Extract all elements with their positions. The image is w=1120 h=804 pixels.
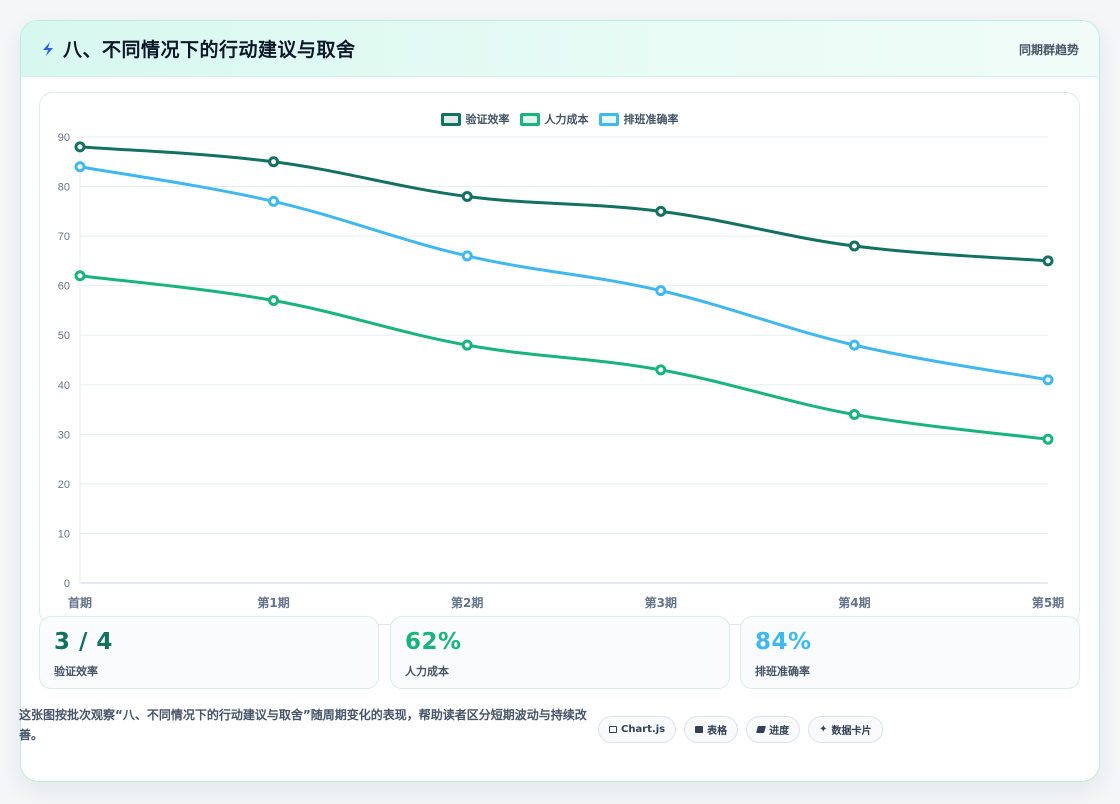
data-point-2: [1042, 374, 1054, 386]
data-point-2: [848, 339, 860, 351]
data-point-2: [461, 250, 473, 262]
data-point-1: [848, 409, 860, 421]
y-tick-label: 90: [58, 132, 70, 144]
data-point-1: [1042, 433, 1054, 445]
kpi-card-labor-cost: 62% 人力成本: [390, 616, 730, 689]
kpi-value: 84%: [755, 629, 812, 655]
y-tick-label: 60: [58, 281, 70, 293]
chart-panel: 验证效率 人力成本 排班准确率 0 10 20 30 40 50 60 70 80 90 首期 第1期…: [39, 92, 1080, 625]
data-point-2: [268, 195, 280, 207]
chip-data-cards[interactable]: ✦ 数据卡片: [808, 716, 883, 743]
line-chart: 0 10 20 30 40 50 60 70 80 90 首期 第1期 第2期 第3期 第4期 第5期: [58, 132, 1064, 610]
legend-swatch: [440, 112, 461, 126]
y-tick-label: 40: [58, 380, 70, 392]
kpi-value: 62%: [405, 629, 462, 655]
page-title: 八、不同情况下的行动建议与取舍: [63, 39, 356, 61]
y-tick-label: 70: [58, 231, 70, 243]
kpi-value: 3 / 4: [54, 629, 113, 655]
y-tick-label: 0: [64, 578, 70, 590]
data-point-1: [461, 339, 473, 351]
y-tick-label: 20: [58, 479, 70, 491]
kpi-label: 人力成本: [405, 665, 449, 678]
chart-legend: 验证效率 人力成本 排班准确率: [40, 111, 1079, 127]
y-tick-label: 50: [58, 330, 70, 342]
y-tick-label: 80: [58, 182, 70, 194]
y-tick-label: 30: [58, 429, 70, 441]
legend-label: 排班准确率: [623, 113, 679, 126]
legend-label: 人力成本: [544, 113, 589, 126]
data-point-2: [655, 285, 667, 297]
data-point-0: [74, 141, 86, 153]
chip-label: Chart.js: [621, 724, 666, 735]
card-header: 八、不同情况下的行动建议与取舍 同期群趋势: [21, 21, 1099, 77]
series-line-1: [78, 274, 1050, 441]
star-icon: ✦: [819, 724, 828, 735]
data-point-2: [74, 161, 86, 173]
kpi-card-verification: 3 / 4 验证效率: [39, 616, 379, 689]
data-point-0: [848, 240, 860, 252]
series-line-2: [78, 165, 1050, 382]
x-tick-label: 第4期: [838, 595, 870, 610]
x-tick-label: 第2期: [451, 595, 483, 610]
chip-progress[interactable]: 进度: [746, 716, 801, 743]
kpi-card-schedule-accuracy: 84% 排班准确率: [740, 616, 1080, 689]
kpi-label: 排班准确率: [755, 665, 810, 678]
chip-label: 进度: [769, 726, 790, 737]
x-tick-label: 第1期: [257, 595, 289, 610]
chip-label: 表格: [707, 726, 728, 737]
chart-icon: [609, 726, 617, 733]
table-icon: [695, 726, 704, 733]
lightning-icon: [43, 42, 53, 56]
data-point-0: [1042, 255, 1054, 267]
data-point-0: [461, 190, 473, 202]
data-point-1: [268, 295, 280, 307]
tech-chip-list: Chart.js 表格 进度 ✦ 数据卡片: [598, 716, 883, 743]
data-point-1: [74, 270, 86, 282]
legend-swatch: [598, 112, 619, 126]
legend-label: 验证效率: [465, 113, 510, 126]
legend-item-2[interactable]: 排班准确率: [598, 111, 679, 127]
chart-type-tag: 同期群趋势: [1018, 43, 1079, 57]
legend-swatch: [519, 112, 540, 126]
chip-table[interactable]: 表格: [684, 716, 739, 743]
y-tick-label: 10: [58, 528, 70, 540]
series-line-0: [78, 145, 1050, 263]
chart-description: 这张图按批次观察“八、不同情况下的行动建议与取舍”随周期变化的表现，帮助读者区分…: [19, 708, 587, 742]
x-tick-label: 第3期: [645, 595, 677, 610]
data-point-0: [655, 205, 667, 217]
data-point-0: [268, 156, 280, 168]
legend-item-0[interactable]: 验证效率: [440, 111, 510, 127]
kpi-label: 验证效率: [54, 665, 98, 678]
data-point-1: [655, 364, 667, 376]
progress-icon: [756, 726, 767, 733]
chip-chartjs[interactable]: Chart.js: [598, 716, 677, 743]
x-tick-label: 首期: [68, 595, 92, 610]
chip-label: 数据卡片: [831, 726, 872, 737]
x-tick-label: 第5期: [1032, 595, 1064, 610]
legend-item-1[interactable]: 人力成本: [519, 111, 589, 127]
